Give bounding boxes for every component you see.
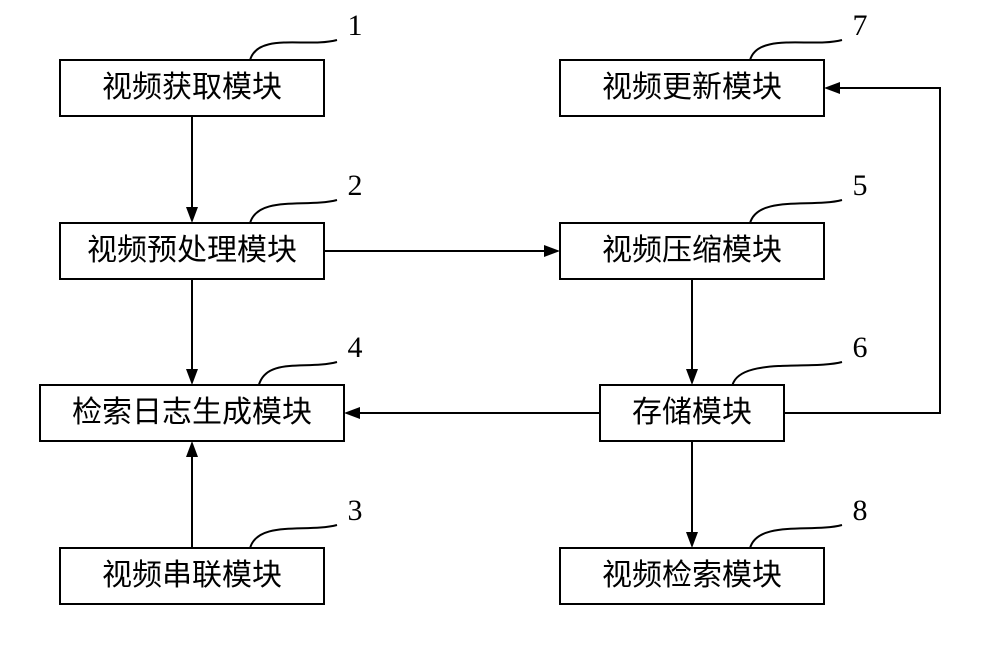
arrow-head [186,441,198,457]
flow-node-n3: 视频串联模块 [60,548,324,604]
callout-curve [750,200,842,223]
node-label: 存储模块 [632,396,752,429]
callout-curve [250,40,337,60]
arrow-head [686,369,698,385]
callout-number: 2 [348,169,363,202]
callout-number: 1 [348,9,363,42]
arrow-head [186,207,198,223]
callout-number: 3 [348,494,363,527]
flow-node-n2: 视频预处理模块 [60,223,324,279]
arrow-head [544,245,560,257]
arrow-head [344,407,360,419]
callout-curve [250,525,337,548]
callout-curve [250,200,337,223]
node-label: 视频检索模块 [602,559,782,592]
node-label: 视频压缩模块 [602,234,782,267]
flow-node-n5: 视频压缩模块 [560,223,824,279]
flow-node-n4: 检索日志生成模块 [40,385,344,441]
arrow-head [686,532,698,548]
flow-node-n1: 视频获取模块 [60,60,324,116]
callout-number: 7 [853,9,868,42]
arrow-head [824,82,840,94]
callout-curve [732,362,842,385]
arrow-head [186,369,198,385]
callout-number: 4 [348,331,363,364]
callout-number: 8 [853,494,868,527]
flow-node-n8: 视频检索模块 [560,548,824,604]
callout-curve [259,362,337,385]
flow-node-n7: 视频更新模块 [560,60,824,116]
node-label: 视频获取模块 [102,71,282,104]
node-label: 视频预处理模块 [87,234,297,267]
callout-number: 6 [853,331,868,364]
node-label: 视频串联模块 [102,559,282,592]
callout-curve [750,40,842,60]
node-label: 视频更新模块 [602,71,782,104]
flow-node-n6: 存储模块 [600,385,784,441]
flowchart-canvas: 视频获取模块 1 视频预处理模块 2 检索日志生成模块 4 视频串联模块 3 视频更新模块 7 视频… [0,0,1000,658]
callout-curve [750,525,842,548]
callout-number: 5 [853,169,868,202]
node-label: 检索日志生成模块 [72,396,312,429]
